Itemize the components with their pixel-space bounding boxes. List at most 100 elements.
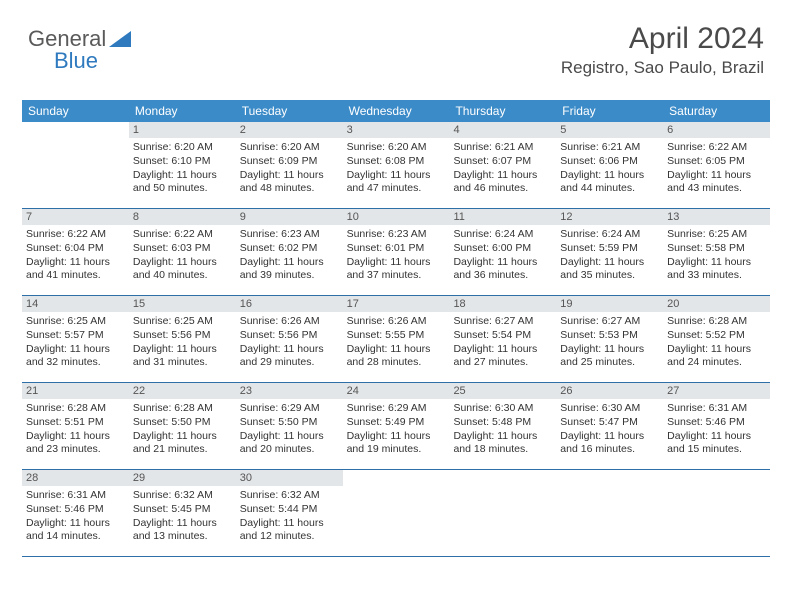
sunrise-text: Sunrise: 6:21 AM [560, 141, 659, 155]
daylight-text: Daylight: 11 hours and 14 minutes. [26, 517, 125, 544]
day-cell: 9 Sunrise: 6:23 AMSunset: 6:02 PMDaylight… [236, 209, 343, 295]
day-cell: 14Sunrise: 6:25 AMSunset: 5:57 PMDayligh… [22, 296, 129, 382]
header-right: April 2024 Registro, Sao Paulo, Brazil [561, 22, 764, 78]
daylight-text: Daylight: 11 hours and 20 minutes. [240, 430, 339, 457]
sunrise-text: Sunrise: 6:23 AM [240, 228, 339, 242]
daylight-text: Daylight: 11 hours and 25 minutes. [560, 343, 659, 370]
day-number: 5 [556, 122, 663, 138]
day-cell: 2Sunrise: 6:20 AMSunset: 6:09 PMDaylight… [236, 122, 343, 208]
daylight-text: Daylight: 11 hours and 28 minutes. [347, 343, 446, 370]
day-cell: 5Sunrise: 6:21 AMSunset: 6:06 PMDaylight… [556, 122, 663, 208]
day-cell: 25Sunrise: 6:30 AMSunset: 5:48 PMDayligh… [449, 383, 556, 469]
day-header-cell: Wednesday [343, 100, 450, 122]
day-cell [556, 470, 663, 556]
daylight-text: Daylight: 11 hours and 39 minutes. [240, 256, 339, 283]
sunset-text: Sunset: 5:47 PM [560, 416, 659, 430]
daylight-text: Daylight: 11 hours and 21 minutes. [133, 430, 232, 457]
week-row: 14Sunrise: 6:25 AMSunset: 5:57 PMDayligh… [22, 296, 770, 383]
sunrise-text: Sunrise: 6:26 AM [240, 315, 339, 329]
day-cell: 10Sunrise: 6:23 AMSunset: 6:01 PMDayligh… [343, 209, 450, 295]
logo-text-blue: Blue [54, 48, 98, 74]
day-number: 13 [663, 209, 770, 225]
sunset-text: Sunset: 5:46 PM [667, 416, 766, 430]
day-cell: 13Sunrise: 6:25 AMSunset: 5:58 PMDayligh… [663, 209, 770, 295]
day-cell: 27Sunrise: 6:31 AMSunset: 5:46 PMDayligh… [663, 383, 770, 469]
day-number: 9 [236, 209, 343, 225]
day-number: 17 [343, 296, 450, 312]
daylight-text: Daylight: 11 hours and 24 minutes. [667, 343, 766, 370]
sunrise-text: Sunrise: 6:25 AM [26, 315, 125, 329]
sunset-text: Sunset: 6:10 PM [133, 155, 232, 169]
day-cell: 11Sunrise: 6:24 AMSunset: 6:00 PMDayligh… [449, 209, 556, 295]
day-number: 23 [236, 383, 343, 399]
sunset-text: Sunset: 5:54 PM [453, 329, 552, 343]
sunrise-text: Sunrise: 6:22 AM [26, 228, 125, 242]
day-cell [343, 470, 450, 556]
daylight-text: Daylight: 11 hours and 18 minutes. [453, 430, 552, 457]
day-cell: 15Sunrise: 6:25 AMSunset: 5:56 PMDayligh… [129, 296, 236, 382]
day-cell: 8Sunrise: 6:22 AMSunset: 6:03 PMDaylight… [129, 209, 236, 295]
day-number: 7 [22, 209, 129, 225]
sunset-text: Sunset: 6:08 PM [347, 155, 446, 169]
day-cell [663, 470, 770, 556]
daylight-text: Daylight: 11 hours and 50 minutes. [133, 169, 232, 196]
daylight-text: Daylight: 11 hours and 41 minutes. [26, 256, 125, 283]
day-cell: 29Sunrise: 6:32 AMSunset: 5:45 PMDayligh… [129, 470, 236, 556]
day-number: 19 [556, 296, 663, 312]
day-header-cell: Saturday [663, 100, 770, 122]
day-number: 22 [129, 383, 236, 399]
daylight-text: Daylight: 11 hours and 12 minutes. [240, 517, 339, 544]
sunset-text: Sunset: 6:03 PM [133, 242, 232, 256]
day-cell [449, 470, 556, 556]
sunrise-text: Sunrise: 6:31 AM [26, 489, 125, 503]
day-cell: 4Sunrise: 6:21 AMSunset: 6:07 PMDaylight… [449, 122, 556, 208]
day-cell: 7 Sunrise: 6:22 AMSunset: 6:04 PMDaylight… [22, 209, 129, 295]
day-cell: 28Sunrise: 6:31 AMSunset: 5:46 PMDayligh… [22, 470, 129, 556]
day-number: 10 [343, 209, 450, 225]
sunrise-text: Sunrise: 6:31 AM [667, 402, 766, 416]
day-cell: 1Sunrise: 6:20 AMSunset: 6:10 PMDaylight… [129, 122, 236, 208]
day-number: 3 [343, 122, 450, 138]
day-number: 25 [449, 383, 556, 399]
week-row: 7Sunrise: 6:22 AMSunset: 6:04 PMDaylight… [22, 209, 770, 296]
sunset-text: Sunset: 6:02 PM [240, 242, 339, 256]
sunrise-text: Sunrise: 6:20 AM [133, 141, 232, 155]
daylight-text: Daylight: 11 hours and 32 minutes. [26, 343, 125, 370]
day-number: 27 [663, 383, 770, 399]
sunrise-text: Sunrise: 6:24 AM [560, 228, 659, 242]
sunrise-text: Sunrise: 6:27 AM [453, 315, 552, 329]
month-title: April 2024 [561, 22, 764, 56]
day-number: 29 [129, 470, 236, 486]
day-number: 24 [343, 383, 450, 399]
sunset-text: Sunset: 5:58 PM [667, 242, 766, 256]
daylight-text: Daylight: 11 hours and 44 minutes. [560, 169, 659, 196]
day-number: 30 [236, 470, 343, 486]
day-header-cell: Thursday [449, 100, 556, 122]
sunrise-text: Sunrise: 6:24 AM [453, 228, 552, 242]
sunset-text: Sunset: 6:04 PM [26, 242, 125, 256]
day-cell: 18Sunrise: 6:27 AMSunset: 5:54 PMDayligh… [449, 296, 556, 382]
sunrise-text: Sunrise: 6:29 AM [347, 402, 446, 416]
day-number: 21 [22, 383, 129, 399]
sunrise-text: Sunrise: 6:20 AM [347, 141, 446, 155]
sunrise-text: Sunrise: 6:25 AM [133, 315, 232, 329]
day-cell: 12Sunrise: 6:24 AMSunset: 5:59 PMDayligh… [556, 209, 663, 295]
sunrise-text: Sunrise: 6:28 AM [133, 402, 232, 416]
day-cell: 16Sunrise: 6:26 AMSunset: 5:56 PMDayligh… [236, 296, 343, 382]
sunset-text: Sunset: 5:53 PM [560, 329, 659, 343]
sunrise-text: Sunrise: 6:21 AM [453, 141, 552, 155]
sunrise-text: Sunrise: 6:32 AM [133, 489, 232, 503]
day-cell: 6Sunrise: 6:22 AMSunset: 6:05 PMDaylight… [663, 122, 770, 208]
day-number: 11 [449, 209, 556, 225]
daylight-text: Daylight: 11 hours and 43 minutes. [667, 169, 766, 196]
day-cell: 3Sunrise: 6:20 AMSunset: 6:08 PMDaylight… [343, 122, 450, 208]
daylight-text: Daylight: 11 hours and 48 minutes. [240, 169, 339, 196]
day-header-row: SundayMondayTuesdayWednesdayThursdayFrid… [22, 100, 770, 122]
daylight-text: Daylight: 11 hours and 19 minutes. [347, 430, 446, 457]
daylight-text: Daylight: 11 hours and 27 minutes. [453, 343, 552, 370]
sunset-text: Sunset: 5:44 PM [240, 503, 339, 517]
sunset-text: Sunset: 6:01 PM [347, 242, 446, 256]
day-number: 16 [236, 296, 343, 312]
day-cell: 22Sunrise: 6:28 AMSunset: 5:50 PMDayligh… [129, 383, 236, 469]
day-cell: 30Sunrise: 6:32 AMSunset: 5:44 PMDayligh… [236, 470, 343, 556]
